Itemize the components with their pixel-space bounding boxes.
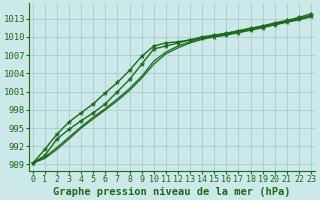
X-axis label: Graphe pression niveau de la mer (hPa): Graphe pression niveau de la mer (hPa) bbox=[53, 186, 291, 197]
